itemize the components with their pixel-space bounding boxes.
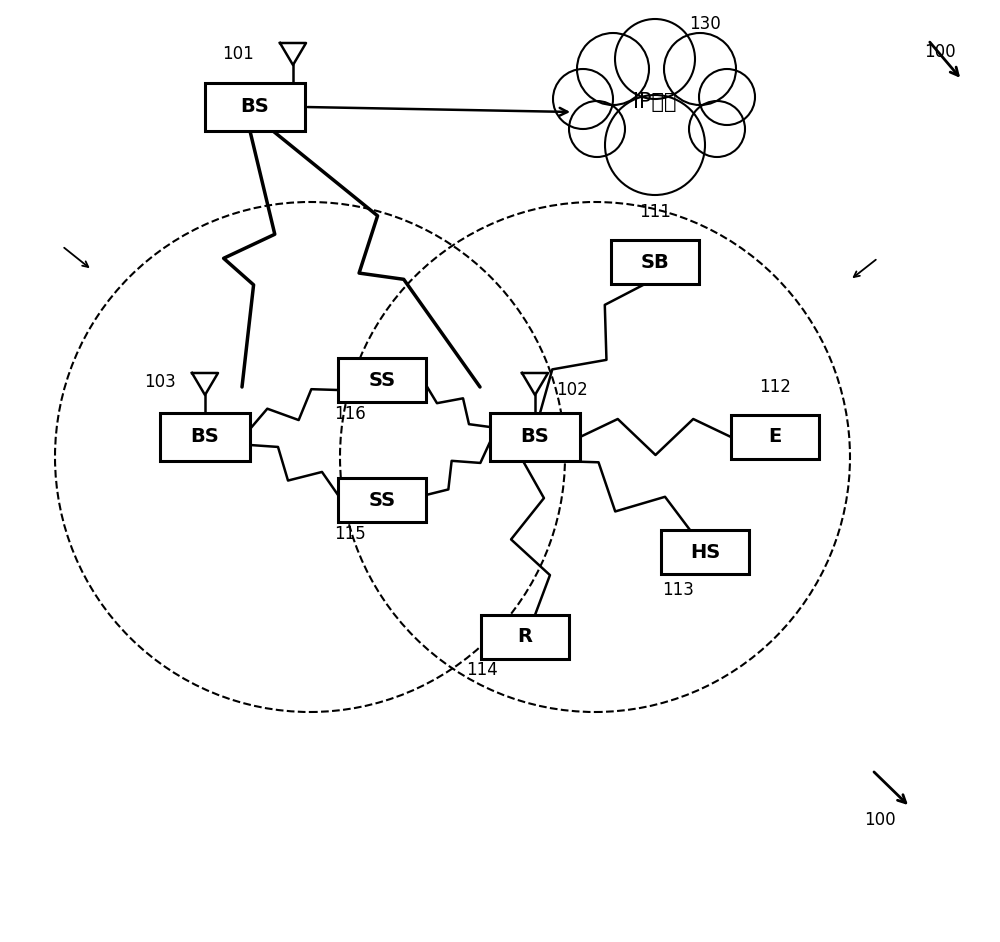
Text: IP网络: IP网络 [633, 92, 677, 112]
Text: BS: BS [191, 428, 219, 447]
Text: R: R [518, 627, 532, 646]
Text: 111: 111 [639, 203, 671, 221]
Circle shape [699, 69, 755, 125]
Text: 101: 101 [222, 45, 254, 63]
FancyBboxPatch shape [338, 358, 426, 402]
Circle shape [577, 33, 649, 105]
Circle shape [605, 95, 705, 195]
Text: 114: 114 [466, 661, 498, 679]
Text: 100: 100 [924, 43, 956, 61]
Text: HS: HS [690, 543, 720, 561]
Text: 130: 130 [689, 15, 721, 33]
Text: E: E [768, 428, 782, 447]
Circle shape [553, 69, 613, 129]
FancyBboxPatch shape [490, 413, 580, 461]
Text: 112: 112 [759, 378, 791, 396]
Ellipse shape [572, 53, 738, 151]
Text: 100: 100 [864, 811, 896, 829]
Text: 115: 115 [334, 525, 366, 543]
Text: 116: 116 [334, 405, 366, 423]
Text: SS: SS [368, 370, 396, 389]
Text: 113: 113 [662, 581, 694, 599]
Circle shape [615, 19, 695, 99]
Text: BS: BS [241, 98, 269, 117]
FancyBboxPatch shape [205, 83, 305, 131]
FancyBboxPatch shape [661, 530, 749, 574]
FancyBboxPatch shape [160, 413, 250, 461]
Circle shape [569, 101, 625, 157]
FancyBboxPatch shape [481, 615, 569, 659]
FancyBboxPatch shape [731, 415, 819, 459]
Text: 102: 102 [556, 381, 588, 399]
Circle shape [689, 101, 745, 157]
Text: 103: 103 [144, 373, 176, 391]
FancyBboxPatch shape [611, 240, 699, 284]
Circle shape [664, 33, 736, 105]
Text: SS: SS [368, 491, 396, 510]
Text: BS: BS [521, 428, 549, 447]
Text: SB: SB [641, 252, 669, 271]
FancyBboxPatch shape [338, 478, 426, 522]
